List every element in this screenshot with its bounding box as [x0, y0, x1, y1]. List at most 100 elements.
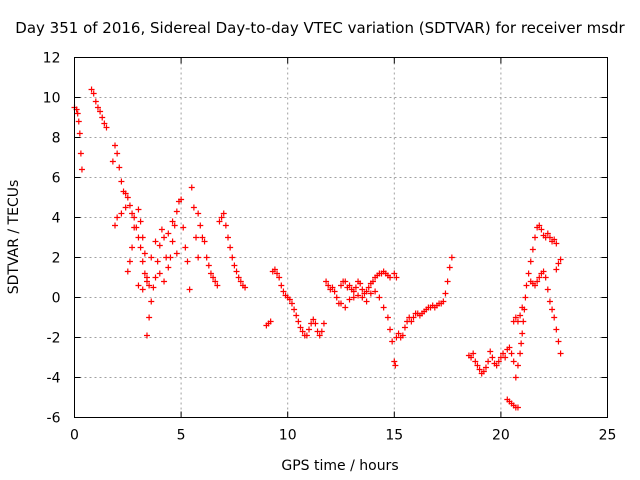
data-point	[401, 324, 408, 331]
data-point	[508, 350, 515, 357]
data-point	[193, 234, 200, 241]
data-point	[440, 298, 447, 305]
data-point	[135, 206, 142, 213]
data-point	[310, 316, 317, 323]
data-point	[229, 254, 236, 261]
data-point	[306, 326, 313, 333]
data-point	[199, 234, 206, 241]
data-point	[288, 300, 295, 307]
data-point	[518, 340, 525, 347]
data-point	[393, 274, 400, 281]
x-tick-label: 5	[177, 428, 186, 444]
data-point	[165, 230, 172, 237]
data-point	[231, 262, 238, 269]
y-tick-label: -4	[47, 371, 61, 387]
data-point	[534, 278, 541, 285]
data-point	[329, 284, 336, 291]
data-point	[271, 266, 278, 273]
data-point	[126, 258, 133, 265]
data-point	[212, 278, 219, 285]
data-point	[184, 258, 191, 265]
data-point	[316, 332, 323, 339]
data-point	[129, 244, 136, 251]
data-point	[512, 374, 519, 381]
data-point	[359, 294, 366, 301]
y-tick-label: 0	[52, 291, 61, 307]
data-point	[522, 294, 529, 301]
data-point	[338, 300, 344, 307]
data-point	[178, 196, 185, 203]
data-point	[216, 218, 223, 225]
data-point	[143, 274, 150, 281]
data-point	[122, 190, 129, 197]
data-point	[169, 238, 176, 245]
data-point	[116, 164, 123, 171]
data-point	[118, 210, 125, 217]
data-point	[342, 304, 349, 311]
data-point	[139, 234, 146, 241]
y-axis-label: SDTVAR / TECUs	[6, 180, 22, 295]
data-point	[274, 270, 281, 277]
series-segment-11to15	[323, 268, 400, 369]
data-point	[532, 282, 539, 289]
data-point	[363, 298, 370, 305]
data-point	[544, 286, 551, 293]
data-point	[399, 332, 406, 339]
data-point	[210, 274, 217, 281]
data-point	[124, 268, 131, 275]
data-point	[391, 270, 398, 277]
data-point	[291, 306, 298, 313]
data-point	[124, 194, 131, 201]
data-point	[139, 286, 146, 293]
data-point	[514, 318, 521, 325]
series-segment-18to21	[465, 344, 521, 411]
x-tick-label: 25	[599, 428, 617, 444]
data-point	[141, 250, 148, 257]
data-point	[76, 130, 83, 137]
data-point	[158, 226, 165, 233]
data-point	[519, 304, 526, 311]
data-point	[190, 204, 197, 211]
data-point	[146, 314, 153, 321]
data-point	[525, 270, 532, 277]
data-point	[355, 292, 362, 299]
data-point	[523, 282, 530, 289]
x-tick-label: 20	[492, 428, 510, 444]
data-point	[139, 258, 146, 265]
data-point	[549, 306, 556, 313]
data-point	[372, 288, 379, 295]
plot-frame	[74, 57, 608, 418]
data-point	[367, 290, 374, 297]
data-point	[480, 368, 487, 375]
data-point	[131, 214, 138, 221]
data-point	[171, 222, 178, 229]
y-tick-label: 2	[52, 251, 61, 267]
series-segment-6to8	[195, 210, 249, 291]
data-point	[352, 284, 359, 291]
data-points	[71, 86, 564, 411]
data-point	[350, 294, 357, 301]
data-point	[489, 354, 496, 361]
data-point	[346, 296, 353, 303]
data-point	[495, 358, 502, 365]
data-point	[369, 278, 376, 285]
data-point	[555, 260, 562, 267]
data-point	[129, 210, 136, 217]
data-point	[527, 258, 534, 265]
data-point	[357, 280, 364, 287]
data-point	[214, 282, 221, 289]
data-point	[342, 278, 349, 285]
data-point	[237, 278, 244, 285]
data-point	[299, 328, 306, 335]
data-point	[482, 364, 489, 371]
data-point	[323, 278, 330, 285]
data-point	[227, 244, 234, 251]
data-point	[97, 108, 104, 115]
data-point	[555, 338, 562, 345]
data-point	[169, 218, 176, 225]
data-point	[161, 278, 168, 285]
data-point	[152, 238, 159, 245]
data-point	[557, 350, 564, 357]
chart-title: Day 351 of 2016, Sidereal Day-to-day VTE…	[15, 19, 625, 37]
data-point	[395, 330, 402, 337]
